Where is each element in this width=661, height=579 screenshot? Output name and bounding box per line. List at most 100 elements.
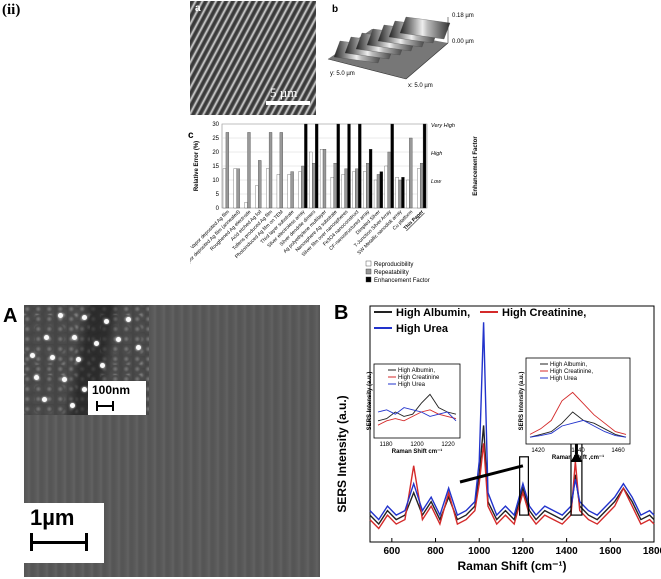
inset-legend-entry: High Creatinine bbox=[398, 375, 440, 381]
x-tick-label: 1400 bbox=[555, 546, 578, 557]
inset-legend-entry: High Urea bbox=[550, 376, 578, 382]
bar bbox=[373, 179, 378, 209]
bar bbox=[322, 149, 327, 209]
series-line bbox=[369, 322, 655, 521]
bar bbox=[355, 168, 359, 209]
inset-scale-box: 100nm bbox=[88, 381, 146, 415]
bar bbox=[222, 168, 227, 209]
x-tick-label: 1800 bbox=[643, 546, 661, 557]
y-axis-label: SERS Intensity (a.u.) bbox=[335, 395, 349, 512]
y-tick-label: 25 bbox=[212, 136, 219, 142]
x-tick-label: 600 bbox=[384, 546, 401, 557]
bar bbox=[290, 171, 294, 209]
bar bbox=[279, 132, 283, 209]
nanoparticle-dot bbox=[136, 345, 141, 350]
bar bbox=[363, 171, 367, 209]
nanoparticle-dot bbox=[94, 341, 99, 346]
series-line bbox=[369, 425, 655, 526]
bar bbox=[225, 132, 230, 209]
afm-surface bbox=[327, 16, 451, 80]
scale-bar-label: 5 µm bbox=[270, 85, 298, 100]
y-tick-label: 10 bbox=[212, 178, 219, 184]
y-tick-label: 15 bbox=[212, 164, 219, 170]
relative-error-bar-chart: c 0 5 10 15 20 25 30 Relative Error (%) Vapor de… bbox=[188, 118, 490, 298]
z-bottom-label: 0.00 µm bbox=[452, 39, 474, 45]
y-tick-label: 30 bbox=[212, 122, 219, 128]
inset-x-tick: 1220 bbox=[441, 442, 455, 448]
main-scale-box: 1µm bbox=[24, 503, 104, 563]
nanoparticle-dot bbox=[58, 313, 63, 318]
bar bbox=[401, 177, 405, 209]
enhancement-tick-label: Very High bbox=[431, 123, 455, 129]
nanoparticle-dot bbox=[42, 397, 47, 402]
inset-series-line bbox=[529, 419, 627, 438]
y-axis-label: Relative Error (%) bbox=[194, 141, 200, 191]
panel-label-c: c bbox=[188, 130, 194, 141]
panel-label-B: B bbox=[334, 302, 349, 324]
x-tick-label: 1200 bbox=[512, 546, 535, 557]
inset-x-tick: 1460 bbox=[611, 448, 625, 454]
inset-series-line bbox=[377, 393, 457, 422]
inset-legend-entry: High Urea bbox=[398, 382, 426, 388]
bar bbox=[344, 168, 348, 209]
z-top-label: 0.18 µm bbox=[452, 13, 474, 19]
legend-entry: High Albumin, bbox=[396, 307, 470, 319]
x-tick-label: 800 bbox=[427, 546, 444, 557]
bar bbox=[336, 123, 340, 209]
bar bbox=[309, 151, 313, 209]
afm-ridge bbox=[399, 16, 451, 40]
bar bbox=[330, 177, 334, 209]
raman-spectrum-chart: 600 800 1000 1200 1400 1600 1800 Raman Shift (c… bbox=[330, 302, 661, 579]
nanoparticle-dot bbox=[82, 387, 87, 392]
y-tick-label: 0 bbox=[216, 206, 220, 212]
bar bbox=[409, 137, 413, 209]
inset-legend-entry: High Creatinine, bbox=[550, 369, 593, 375]
bar bbox=[247, 132, 251, 209]
nanoparticle-dot bbox=[82, 315, 87, 320]
inset-x-tick: 1180 bbox=[380, 442, 394, 448]
grating-texture bbox=[190, 1, 316, 115]
inset-x-tick: 1420 bbox=[531, 448, 545, 454]
legend-entry: Enhancement Factor bbox=[374, 278, 430, 284]
bar bbox=[236, 168, 240, 209]
legend-entry: Repeatability bbox=[374, 270, 409, 276]
bar bbox=[390, 123, 394, 209]
nanoparticle-dot bbox=[76, 357, 81, 362]
x-tick-label: 1000 bbox=[468, 546, 491, 557]
bar bbox=[422, 123, 427, 209]
x-axis-label: Raman Shift (cm⁻¹) bbox=[457, 559, 566, 573]
bar bbox=[366, 163, 370, 209]
x-extent-label: x: 5.0 µm bbox=[408, 83, 433, 89]
series-line bbox=[369, 443, 655, 530]
panel-label-b: b bbox=[332, 4, 339, 15]
nanoparticle-dot bbox=[100, 363, 105, 368]
bar bbox=[258, 160, 262, 209]
bar bbox=[398, 179, 402, 209]
sem-grating-image: a 5 µm bbox=[190, 1, 316, 115]
nanoparticle-dot bbox=[30, 353, 35, 358]
bar bbox=[255, 185, 259, 209]
panel-label-a: a bbox=[195, 3, 201, 14]
bar bbox=[244, 202, 248, 209]
inset-x-tick: 1200 bbox=[410, 442, 424, 448]
bar bbox=[387, 151, 391, 209]
bar bbox=[347, 123, 351, 209]
bar bbox=[268, 132, 273, 209]
arrow-1 bbox=[459, 464, 524, 484]
bar bbox=[341, 174, 345, 209]
bar bbox=[379, 171, 383, 209]
figure-roman-label: (ii) bbox=[2, 2, 21, 18]
legend-entry: High Creatinine, bbox=[502, 307, 586, 319]
y-tick-label: 5 bbox=[216, 192, 220, 198]
enhancement-tick-label: High bbox=[431, 151, 442, 157]
bar bbox=[333, 163, 337, 209]
bar bbox=[301, 165, 305, 209]
nanoparticle-dot bbox=[50, 355, 55, 360]
inset-x-label: Raman Shift ,cm⁻¹ bbox=[552, 454, 604, 461]
bar bbox=[304, 123, 308, 209]
bar bbox=[368, 149, 373, 209]
inset-x-tick: 1440 bbox=[571, 448, 585, 454]
bar bbox=[287, 174, 291, 209]
inset-x-label: Raman Shift cm⁻¹ bbox=[392, 448, 443, 455]
